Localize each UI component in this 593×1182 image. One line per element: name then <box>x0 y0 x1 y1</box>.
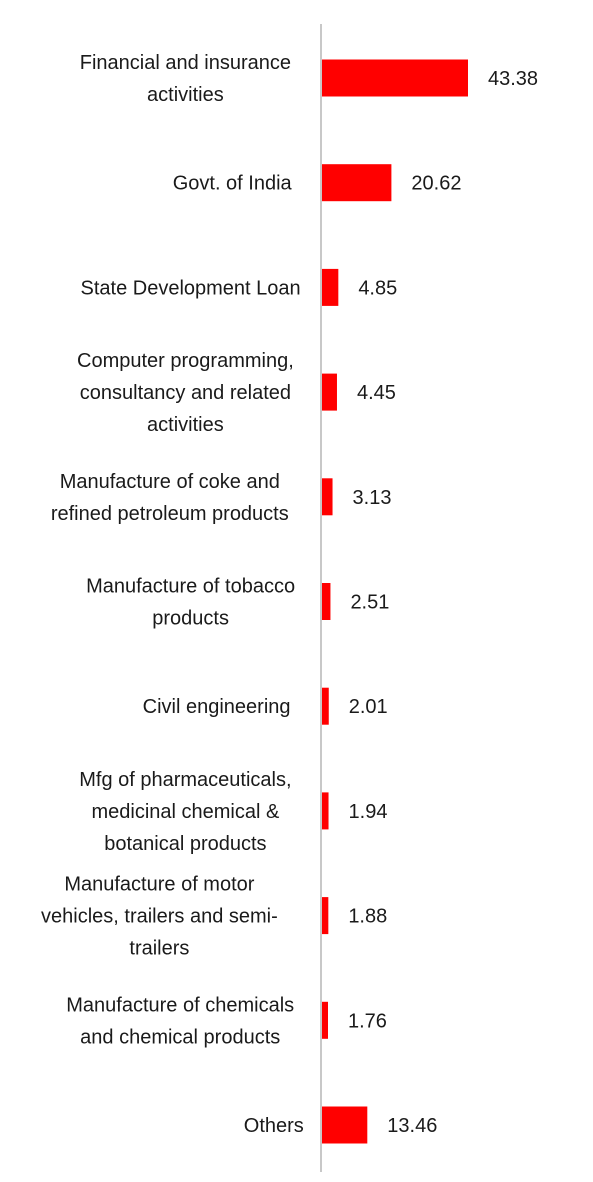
category-label: Financial and insurance activities <box>80 52 291 106</box>
bar <box>322 687 329 725</box>
value-label: 4.85 <box>358 277 397 299</box>
category-label-line: Civil engineering <box>143 696 291 718</box>
bar <box>322 1106 368 1144</box>
category-label-line: Computer programming, <box>77 350 294 372</box>
category-label-line: Manufacture of tobacco <box>86 576 295 598</box>
category-label-line: Manufacture of chemicals <box>66 994 294 1016</box>
category-label-line: activities <box>147 414 224 436</box>
bar <box>322 268 339 306</box>
category-label: State Development Loan <box>81 277 301 299</box>
value-labels-group: 43.38 20.62 4.85 4.45 3.13 2.51 2.01 1.94 1.88 1.… <box>348 68 538 1137</box>
bars-group <box>322 59 468 1144</box>
category-label-line: Govt. of India <box>173 173 293 195</box>
value-label: 1.94 <box>349 801 388 823</box>
category-label-line: and chemical products <box>80 1026 280 1048</box>
category-label-line: Mfg of pharmaceuticals, <box>79 769 291 791</box>
category-label-line: products <box>152 608 229 630</box>
category-label: Govt. of India <box>173 173 293 195</box>
category-label: Manufacture of coke and refined petroleum… <box>51 471 289 525</box>
value-label: 20.62 <box>411 173 461 195</box>
value-label: 4.45 <box>357 382 396 404</box>
bar <box>322 792 329 830</box>
category-labels-group: Financial and insurance activities Govt. o… <box>41 52 304 1137</box>
bar <box>322 59 468 97</box>
category-label-line: Financial and insurance <box>80 52 291 74</box>
value-label: 43.38 <box>488 68 538 90</box>
category-label-line: medicinal chemical & <box>91 801 280 823</box>
value-label: 2.51 <box>350 592 389 614</box>
bar <box>322 897 329 935</box>
bar <box>322 164 392 202</box>
bar <box>322 478 333 516</box>
category-label: Civil engineering <box>143 696 291 718</box>
value-label: 1.88 <box>348 906 387 928</box>
category-label: Others <box>244 1115 304 1137</box>
category-label: Mfg of pharmaceuticals, medicinal chemica… <box>79 769 291 855</box>
category-label: Manufacture of chemicals and chemical pro… <box>66 994 294 1048</box>
category-label-line: vehicles, trailers and semi- <box>41 906 278 928</box>
category-label-line: activities <box>147 84 224 106</box>
value-label: 3.13 <box>353 487 392 509</box>
value-label: 1.76 <box>348 1010 387 1032</box>
category-label-line: Manufacture of motor <box>64 874 254 896</box>
category-label: Manufacture of motor vehicles, trailers a… <box>41 874 278 960</box>
value-label: 13.46 <box>387 1115 437 1137</box>
category-label-line: botanical products <box>104 833 266 855</box>
category-label: Computer programming, consultancy and rel… <box>77 350 294 436</box>
bar <box>322 373 337 411</box>
category-label-line: refined petroleum products <box>51 503 289 525</box>
value-label: 2.01 <box>349 696 388 718</box>
category-label-line: consultancy and related <box>80 382 291 404</box>
bar <box>322 583 331 620</box>
category-label-line: Others <box>244 1115 304 1137</box>
category-label-line: State Development Loan <box>81 277 301 299</box>
category-label-line: trailers <box>129 938 189 960</box>
category-label-line: Manufacture of coke and <box>60 471 280 493</box>
category-label: Manufacture of tobacco products <box>86 576 295 630</box>
bar <box>322 1001 328 1039</box>
